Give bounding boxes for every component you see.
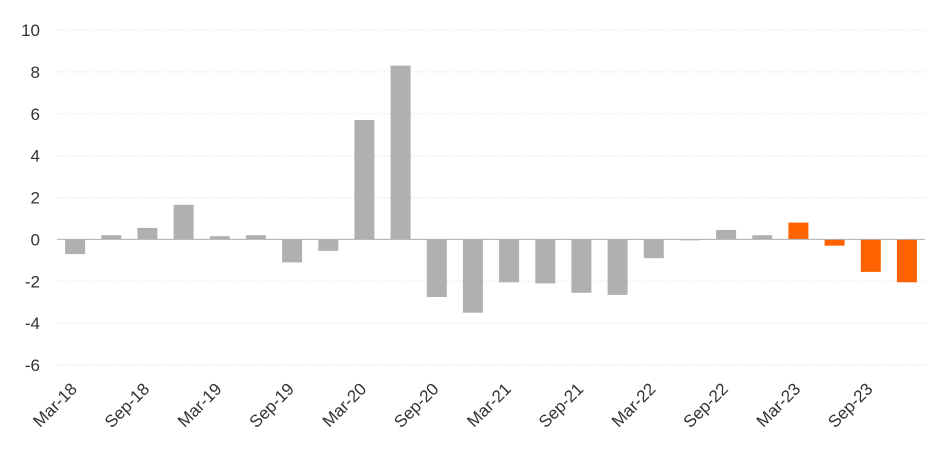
- x-tick-label: Mar-21: [463, 379, 515, 431]
- x-tick-label: Sep-23: [824, 379, 876, 431]
- bar: [643, 239, 664, 259]
- bar: [752, 235, 773, 240]
- y-tick-label: -6: [25, 356, 40, 375]
- bar: [462, 239, 483, 313]
- y-tick-label: 4: [31, 147, 40, 166]
- bar: [679, 239, 700, 241]
- x-tick-label: Mar-20: [319, 379, 371, 431]
- bar-forecast: [824, 239, 845, 246]
- bar: [65, 239, 86, 255]
- x-tick-label: Sep-21: [535, 379, 587, 431]
- x-tick-label: Sep-20: [390, 379, 442, 431]
- bar: [716, 230, 737, 240]
- x-tick-label: Sep-18: [101, 379, 153, 431]
- x-tick-label: Sep-19: [246, 379, 298, 431]
- bar: [607, 239, 628, 295]
- x-tick-label: Mar-19: [174, 379, 226, 431]
- y-tick-label: 6: [31, 105, 40, 124]
- x-tick-label: Mar-23: [753, 379, 805, 431]
- y-tick-label: 10: [21, 21, 40, 40]
- bar: [535, 239, 556, 284]
- y-tick-label: -2: [25, 272, 40, 291]
- x-tick-label: Mar-22: [608, 379, 660, 431]
- bar: [101, 235, 122, 240]
- bar: [209, 236, 230, 240]
- bar: [354, 120, 375, 240]
- bar: [282, 239, 303, 263]
- bar-series: [65, 65, 917, 313]
- gridlines: [57, 29, 925, 366]
- y-axis: -6 -4 -2 0 2 4 6 8 10: [21, 21, 40, 375]
- y-tick-label: 8: [31, 63, 40, 82]
- y-tick-label: 2: [31, 189, 40, 208]
- y-tick-label: -4: [25, 314, 40, 333]
- bar-forecast: [896, 239, 917, 283]
- x-tick-label: Mar-18: [29, 379, 81, 431]
- bar-forecast: [860, 239, 881, 272]
- bar: [318, 239, 339, 251]
- x-axis: Mar-18 Sep-18 Mar-19 Sep-19 Mar-20 Sep-20 Mar-…: [29, 379, 876, 431]
- bar: [173, 204, 194, 240]
- bar: [390, 65, 411, 240]
- bar: [245, 235, 266, 240]
- bar: [499, 239, 520, 283]
- bar: [137, 227, 158, 240]
- bar: [571, 239, 592, 293]
- y-tick-label: 0: [31, 230, 40, 249]
- x-tick-label: Sep-22: [680, 379, 732, 431]
- bar: [426, 239, 447, 297]
- bar-forecast: [788, 222, 809, 240]
